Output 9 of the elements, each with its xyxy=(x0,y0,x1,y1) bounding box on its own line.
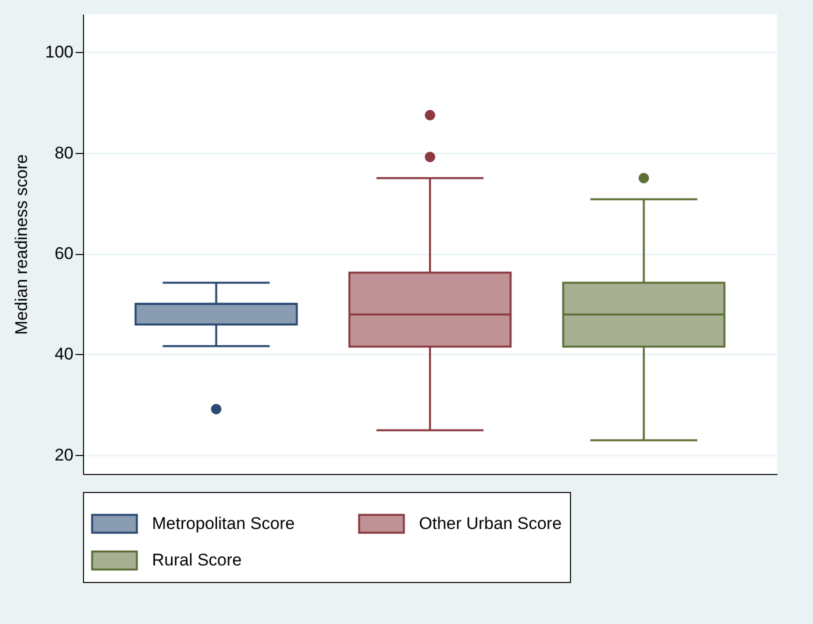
y-tick-label: 60 xyxy=(54,244,74,264)
legend-label: Other Urban Score xyxy=(419,514,562,533)
y-tick-label: 40 xyxy=(54,344,74,364)
y-tick-label: 100 xyxy=(45,42,74,62)
y-axis-title: Median readiness score xyxy=(12,154,32,335)
y-tick-label: 20 xyxy=(54,445,74,464)
y-tick-label: 80 xyxy=(54,143,74,162)
legend-label: Metropolitan Score xyxy=(152,514,295,533)
legend-label: Rural Score xyxy=(152,550,242,570)
